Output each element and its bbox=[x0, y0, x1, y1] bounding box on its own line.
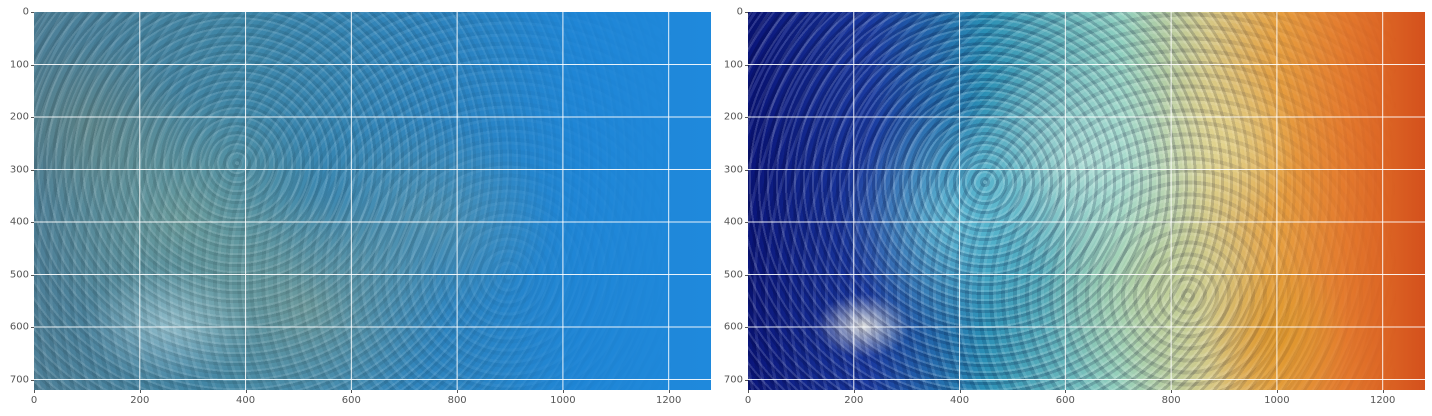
y-tick-mark bbox=[745, 222, 748, 223]
y-tick-label: 700 bbox=[9, 374, 29, 385]
y-tick-label: 200 bbox=[723, 111, 743, 123]
y-tick-label: 0 bbox=[22, 6, 29, 18]
y-tick-label: 700 bbox=[723, 374, 743, 385]
y-tick-mark bbox=[31, 12, 34, 13]
y-tick-mark bbox=[31, 379, 34, 381]
y-tick-label: 600 bbox=[723, 321, 743, 333]
image-gridlines bbox=[748, 12, 1425, 390]
y-tick-label: 600 bbox=[9, 321, 29, 333]
enhanced-coral-reef-image bbox=[748, 12, 1425, 390]
x-tick-mark bbox=[1276, 390, 1278, 393]
y-tick-label: 200 bbox=[9, 111, 29, 123]
y-tick-mark bbox=[31, 117, 34, 118]
x-tick-mark bbox=[959, 390, 961, 393]
x-tick-label: 200 bbox=[130, 395, 150, 406]
x-tick-mark bbox=[1382, 390, 1384, 393]
x-tick-mark bbox=[245, 390, 247, 393]
y-tick-mark bbox=[31, 222, 34, 223]
x-tick-label: 200 bbox=[844, 395, 864, 406]
x-tick-mark bbox=[562, 390, 564, 393]
x-tick-label: 400 bbox=[950, 395, 970, 406]
x-tick-label: 0 bbox=[30, 395, 38, 406]
x-tick-mark bbox=[1065, 390, 1067, 393]
y-tick-label: 400 bbox=[9, 216, 29, 228]
y-tick-label: 0 bbox=[736, 6, 743, 18]
x-tick-mark bbox=[748, 390, 749, 393]
y-tick-label: 300 bbox=[723, 164, 743, 175]
y-tick-label: 100 bbox=[723, 59, 743, 70]
y-tick-mark bbox=[745, 64, 748, 66]
x-tick-label: 800 bbox=[447, 395, 467, 406]
y-tick-label: 500 bbox=[723, 269, 743, 280]
y-tick-mark bbox=[31, 64, 34, 66]
x-tick-label: 1200 bbox=[655, 395, 682, 406]
y-tick-mark bbox=[745, 169, 748, 171]
x-tick-label: 1000 bbox=[550, 395, 576, 406]
x-tick-label: 0 bbox=[744, 395, 752, 406]
x-tick-label: 400 bbox=[236, 395, 256, 406]
y-tick-label: 500 bbox=[9, 269, 29, 280]
y-tick-mark bbox=[745, 379, 748, 381]
x-tick-label: 800 bbox=[1161, 395, 1181, 406]
x-tick-mark bbox=[139, 390, 141, 393]
x-tick-mark bbox=[853, 390, 855, 393]
original-coral-reef-image bbox=[34, 12, 711, 390]
y-tick-mark bbox=[745, 117, 748, 118]
x-tick-label: 600 bbox=[1055, 395, 1075, 406]
y-tick-label: 300 bbox=[9, 164, 29, 175]
x-tick-mark bbox=[351, 390, 353, 393]
y-tick-mark bbox=[745, 327, 748, 328]
x-tick-mark bbox=[668, 390, 670, 393]
x-tick-mark bbox=[1171, 390, 1173, 393]
x-tick-label: 1200 bbox=[1369, 395, 1396, 406]
x-tick-mark bbox=[34, 390, 35, 393]
x-tick-label: 600 bbox=[341, 395, 361, 406]
y-tick-label: 100 bbox=[9, 59, 29, 70]
y-tick-mark bbox=[31, 169, 34, 171]
x-tick-label: 1000 bbox=[1264, 395, 1290, 406]
y-tick-mark bbox=[31, 274, 34, 276]
y-tick-mark bbox=[745, 12, 748, 13]
x-tick-mark bbox=[457, 390, 459, 393]
image-gridlines bbox=[34, 12, 711, 390]
y-tick-mark bbox=[31, 327, 34, 328]
y-tick-label: 400 bbox=[723, 216, 743, 228]
y-tick-mark bbox=[745, 274, 748, 276]
